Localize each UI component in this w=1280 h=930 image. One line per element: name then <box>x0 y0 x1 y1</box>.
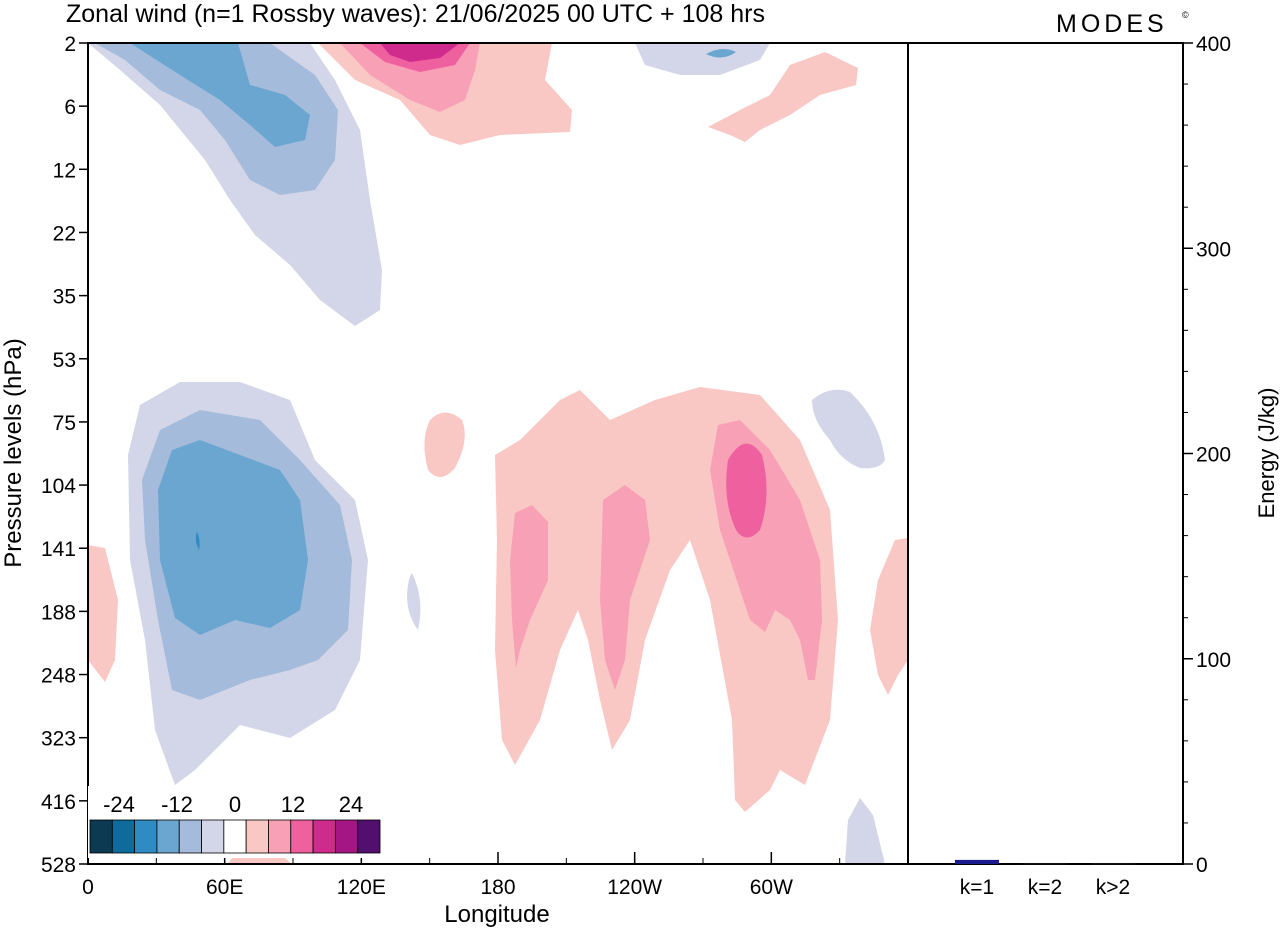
y-tick-label: 416 <box>41 791 76 814</box>
contour-pos-1-mid-blob <box>424 412 465 478</box>
y-tick-label: 248 <box>41 665 76 688</box>
y-tick-label: 6 <box>64 96 76 119</box>
contour-neg-1-mid-blob <box>407 573 421 630</box>
energy-tick-label: 400 <box>1196 33 1231 56</box>
energy-plot-frame <box>907 42 1184 865</box>
contour-pos-4-upper-central <box>380 43 460 62</box>
colorbar-tick-label: 0 <box>229 792 241 817</box>
y-tick-label: 528 <box>41 854 76 877</box>
energy-axis: 0 100 200 300 400 <box>1183 33 1231 877</box>
contour-field <box>88 43 908 864</box>
contour-pos-1-upper-east <box>708 52 858 142</box>
y-tick-label: 53 <box>53 349 76 372</box>
y-axis-label: Pressure levels (hPa) <box>0 338 27 567</box>
energy-bars: k=1 k=2 k>2 <box>955 859 1135 899</box>
x-axis: 0 60E 120E 180 120W 60W <box>82 852 909 899</box>
colorbar-swatch <box>290 819 314 854</box>
colorbar-swatch <box>89 819 113 854</box>
x-tick-label: 60E <box>206 876 243 899</box>
energy-tick-label: 300 <box>1196 238 1231 261</box>
contour-pos-3-lower-central <box>726 443 767 538</box>
y-tick-label: 2 <box>64 33 76 56</box>
chart-title: Zonal wind (n=1 Rossby waves): 21/06/202… <box>66 0 765 28</box>
y-axis: 2 6 12 22 35 53 75 104 141 188 248 323 416 528 <box>41 33 88 877</box>
contour-neg-3-upper-west <box>130 43 310 147</box>
x-tick-label: 0 <box>82 876 94 899</box>
colorbar-tick-label: -24 <box>103 792 135 817</box>
x-tick-label: 120W <box>607 876 662 899</box>
energy-bar <box>955 859 999 864</box>
colorbar-swatch <box>357 819 381 854</box>
energy-tick-label: 0 <box>1196 854 1208 877</box>
energy-category-label: k=2 <box>1028 876 1062 899</box>
energy-bar <box>1091 862 1135 865</box>
colorbar-tick-label: 24 <box>339 792 363 817</box>
contour-neg-2-upper-west <box>95 43 338 195</box>
y-tick-label: 104 <box>41 475 76 498</box>
x-axis-label: Longitude <box>444 901 549 928</box>
colorbar-tick-label: -12 <box>161 792 193 817</box>
colorbar-swatch <box>156 819 180 854</box>
contour-neg-3-lower-west <box>158 440 308 635</box>
x-tick-label: 180 <box>480 876 515 899</box>
y-tick-label: 35 <box>53 286 76 309</box>
contour-neg-1-bottom-east <box>845 798 885 864</box>
y-tick-label: 22 <box>53 222 76 245</box>
colorbar-swatch <box>268 819 292 854</box>
x-tick-label: 60W <box>750 876 793 899</box>
colorbar-swatch <box>134 819 158 854</box>
x-tick-label: 120E <box>337 876 386 899</box>
energy-category-label: k>2 <box>1096 876 1130 899</box>
modes-logo: MODES <box>1056 10 1168 38</box>
contour-pos-1-right-edge <box>870 538 908 695</box>
logo-copyright-mark: © <box>1182 10 1189 20</box>
contour-pos-2-lower-central-b <box>600 485 650 690</box>
colorbar-tick-label: 12 <box>281 792 305 817</box>
energy-tick-label: 100 <box>1196 649 1231 672</box>
colorbar-swatch <box>178 819 202 854</box>
energy-tick-label: 200 <box>1196 444 1231 467</box>
colorbar-swatch <box>245 819 269 854</box>
y-tick-label: 323 <box>41 728 76 751</box>
y-tick-label: 12 <box>53 159 76 182</box>
energy-axis-label: Energy (J/kg) <box>1254 388 1279 519</box>
y-tick-label: 141 <box>41 538 76 561</box>
colorbar-swatch <box>312 819 336 854</box>
colorbar-swatch <box>223 819 247 854</box>
y-tick-label: 75 <box>53 412 76 435</box>
contour-neg-3-upper-east <box>706 48 736 58</box>
colorbar-swatch <box>334 819 359 854</box>
contour-neg-1-upper-east <box>635 43 770 75</box>
y-tick-label: 188 <box>41 601 76 624</box>
colorbar-swatch <box>201 819 225 854</box>
colorbar: -24 -12 0 12 24 <box>88 786 384 858</box>
contour-neg-4-lower-west <box>195 532 200 550</box>
energy-bar <box>1023 862 1067 865</box>
contour-pos-2-lower-central-a <box>510 505 548 668</box>
contour-neg-1-lower-east <box>812 389 885 469</box>
contour-pos-1-lower-west-edge <box>88 545 118 682</box>
energy-category-label: k=1 <box>960 876 994 899</box>
colorbar-swatch <box>111 819 136 854</box>
